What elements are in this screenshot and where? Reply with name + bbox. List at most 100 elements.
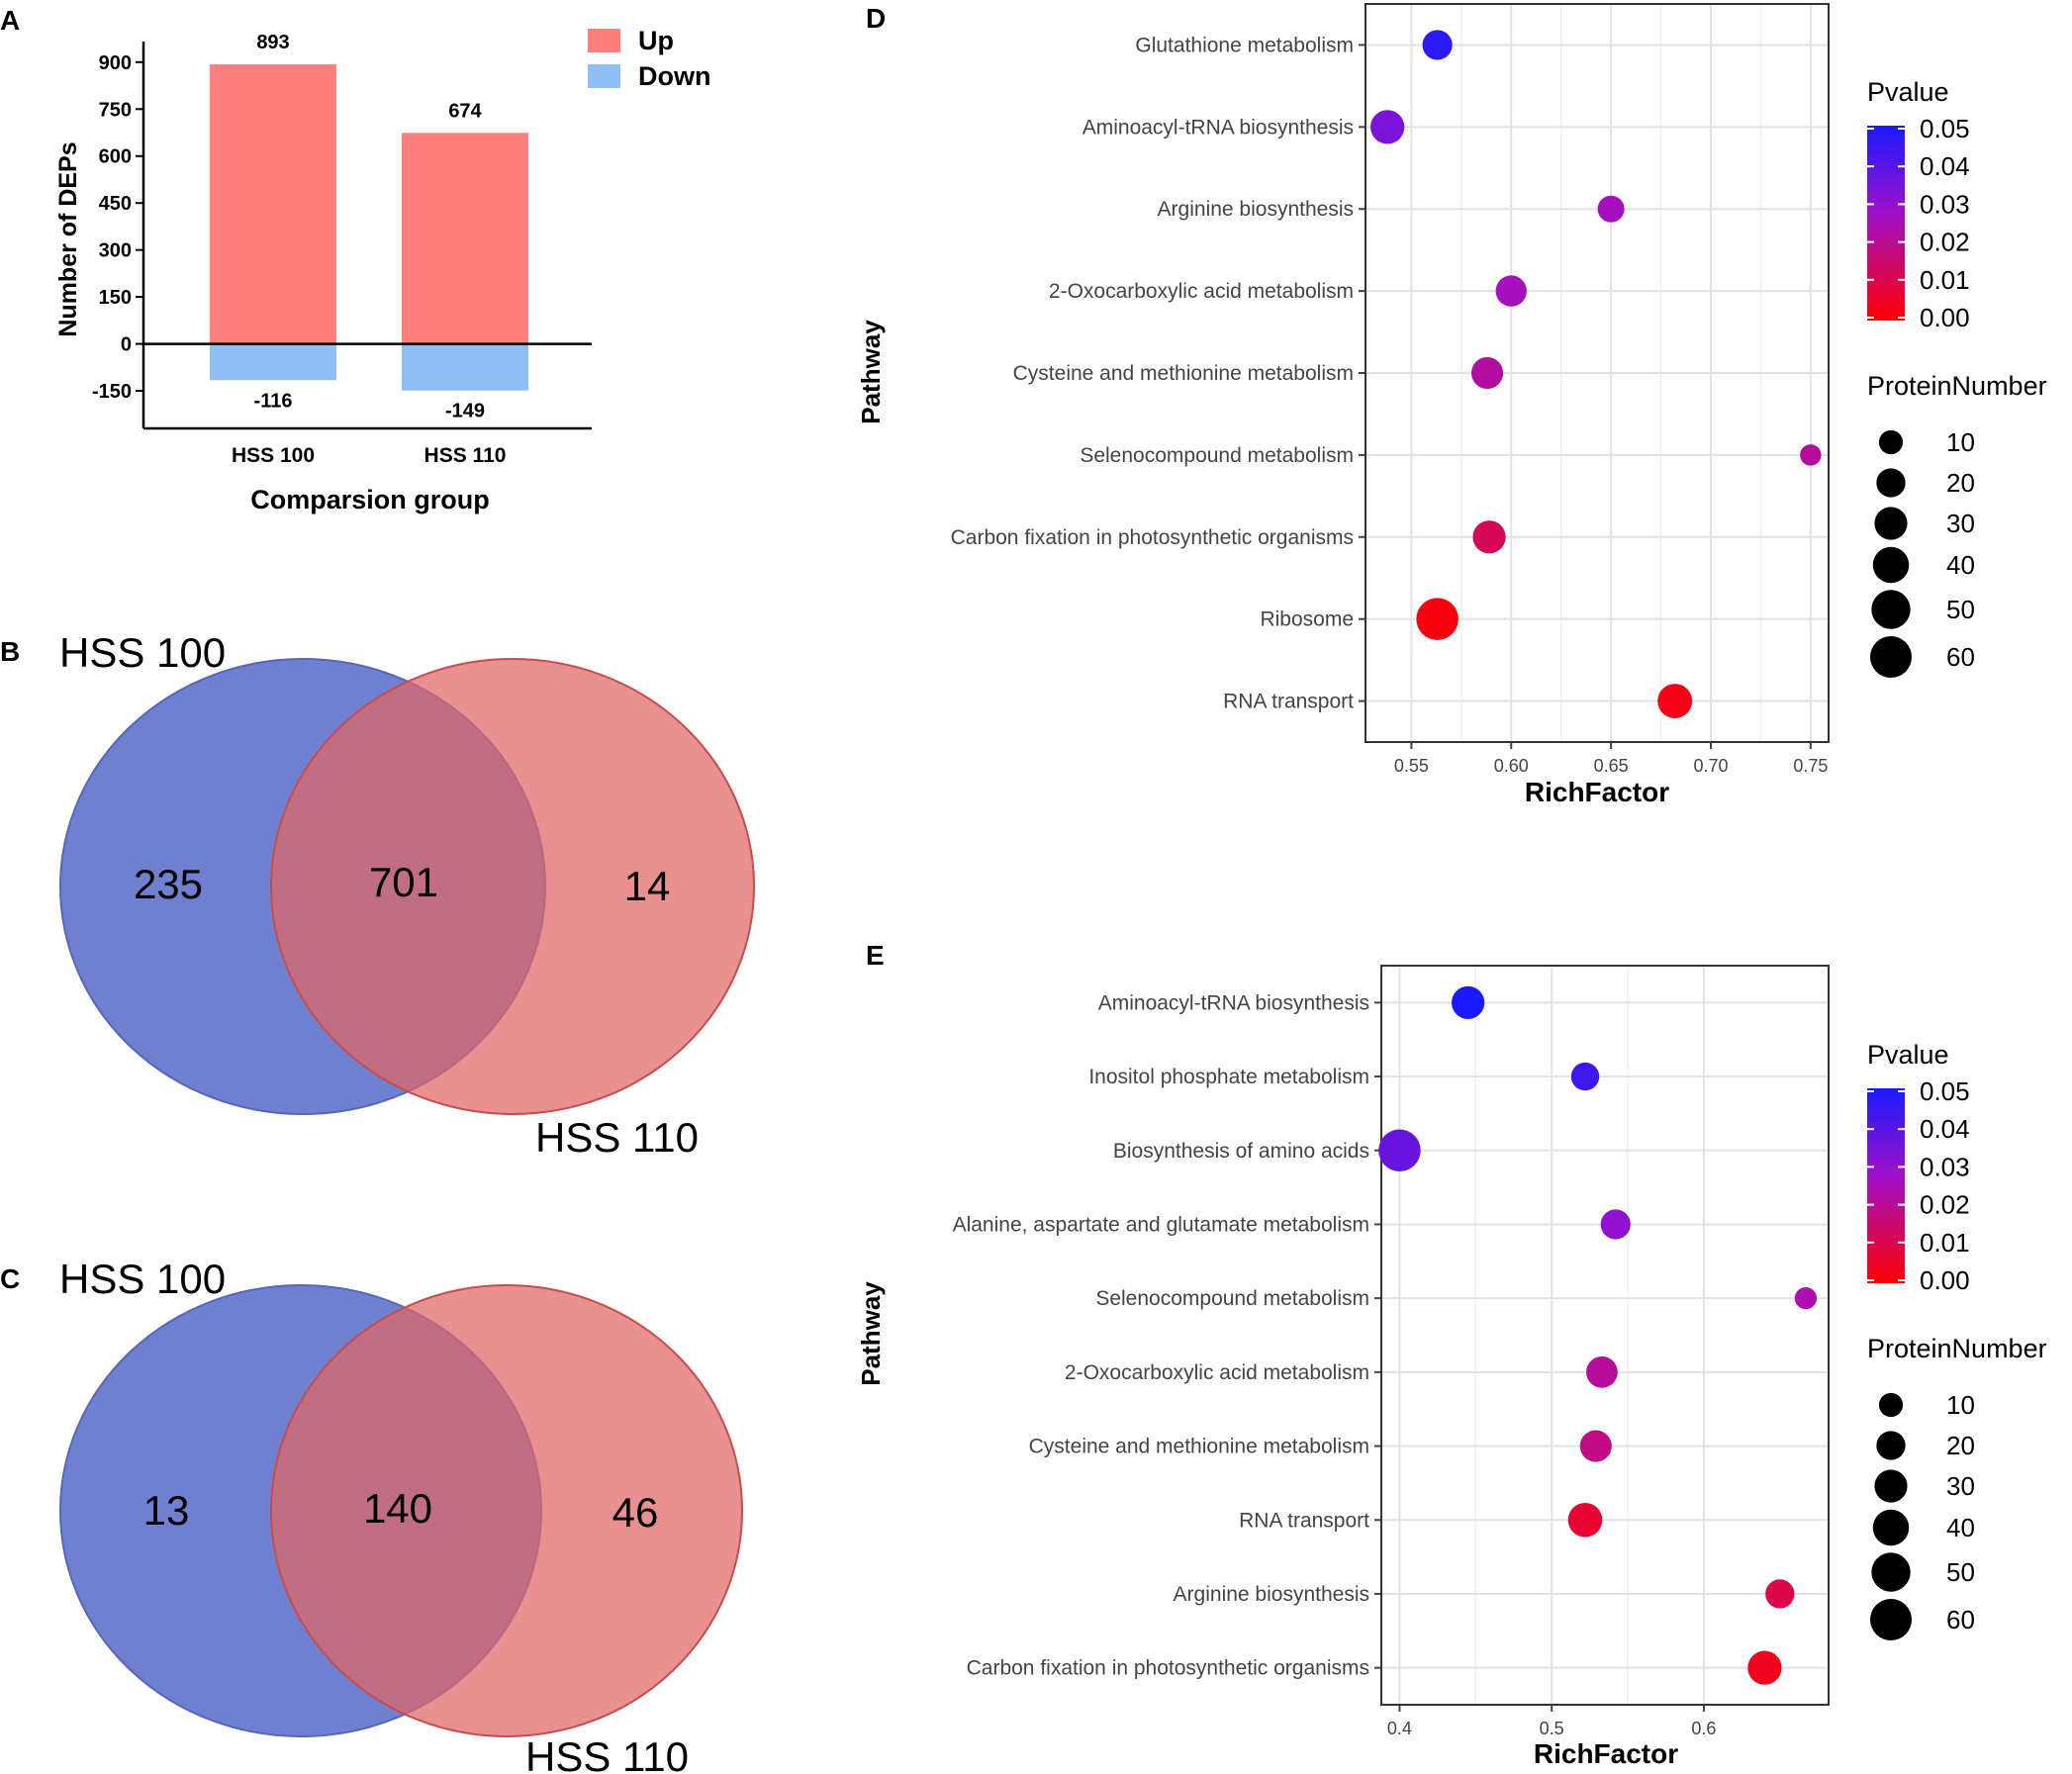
dot-d-point-0 <box>1422 30 1453 60</box>
bar-up-2 <box>402 133 528 344</box>
venn-c-set-hss110: HSS 110 <box>525 1733 689 1774</box>
dot-e-pathway-label-8: Arginine biosynthesis <box>1174 1583 1369 1606</box>
dot-e-pvalue-label-2: 0.03 <box>1920 1152 1970 1181</box>
dot-e-pvalue-colorbar <box>1867 1088 1905 1283</box>
dot-e-point-9 <box>1747 1650 1782 1685</box>
dot-d-pvalue-label-4: 0.01 <box>1920 265 1970 295</box>
bar-up-label-2: 674 <box>448 100 482 122</box>
dot-d-xtick-2: 0.65 <box>1594 756 1629 776</box>
dot-e-point-4 <box>1794 1287 1818 1310</box>
dot-e-plot-border <box>1380 965 1830 1706</box>
dot-d-point-1 <box>1370 110 1405 144</box>
dot-e-size-legend-title: ProteinNumber <box>1867 1334 2047 1363</box>
dot-d-xtick-1: 0.60 <box>1494 756 1529 776</box>
dot-e-size-legend-label-1: 20 <box>1946 1431 1975 1460</box>
dot-d-plot-border <box>1365 3 1830 743</box>
bar-a-ytick-6: 750 <box>99 99 132 121</box>
dot-e-size-legend-label-0: 10 <box>1946 1390 1975 1420</box>
dot-e-point-6 <box>1579 1430 1612 1462</box>
dot-d-pvalue-colorbar <box>1867 126 1905 321</box>
venn-b-circle-hss110 <box>270 658 755 1115</box>
bar-a-ytick-5: 600 <box>99 146 132 168</box>
dot-d-size-legend-dot-2 <box>1874 507 1908 540</box>
dot-plot-e: Pathway RichFactor 0.4 0.5 0.6 Aminoacyl-tR… <box>856 965 2047 1769</box>
dot-e-point-5 <box>1586 1355 1618 1388</box>
dot-d-pvalue-label-0: 0.05 <box>1920 114 1970 143</box>
dot-e-point-0 <box>1452 985 1485 1019</box>
bar-a-legend: Up Down <box>588 26 711 91</box>
dot-d-pathway-label-8: RNA transport <box>1223 691 1354 713</box>
dot-d-point-6 <box>1472 520 1506 554</box>
dot-e-xlabel: RichFactor <box>1534 1738 1678 1769</box>
bar-a-ytick-0: -150 <box>92 381 132 403</box>
dot-d-pvalue-label-1: 0.04 <box>1920 151 1970 181</box>
dot-e-point-1 <box>1570 1062 1600 1091</box>
venn-b-count-right: 14 <box>624 863 671 909</box>
dot-e-pathway-label-6: Cysteine and methionine metabolism <box>1029 1436 1369 1458</box>
bar-a-ylabel: Number of DEPs <box>54 141 82 336</box>
dot-d-pvalue-label-5: 0.00 <box>1920 303 1970 332</box>
legend-swatch-up <box>588 29 620 52</box>
dot-d-size-legend-dot-5 <box>1870 636 1912 678</box>
venn-c-count-left: 13 <box>143 1487 190 1534</box>
dot-d-pathway-label-5: Selenocompound metabolism <box>1080 444 1354 467</box>
dot-e-size-legend-dot-3 <box>1872 1509 1910 1546</box>
dot-d-pathway-label-4: Cysteine and methionine metabolism <box>1013 362 1354 385</box>
dot-d-size-legend-dot-1 <box>1876 468 1906 498</box>
dot-d-point-2 <box>1597 195 1625 223</box>
bar-a-xtick-1: HSS 100 <box>232 444 315 467</box>
bar-a-ytick-7: 900 <box>99 52 132 74</box>
dot-e-ylabel: Pathway <box>856 1281 886 1386</box>
panel-label-a: A <box>0 5 20 36</box>
dot-e-pathway-label-3: Alanine, aspartate and glutamate metabol… <box>953 1213 1369 1236</box>
dot-d-size-legend-dot-3 <box>1872 546 1910 584</box>
dot-d-size-legend-label-2: 30 <box>1946 509 1975 538</box>
dot-d-size-legend-title: ProteinNumber <box>1867 371 2047 401</box>
dot-d-pathway-label-1: Aminoacyl-tRNA biosynthesis <box>1083 116 1354 139</box>
dot-e-size-legend-dot-5 <box>1870 1599 1912 1640</box>
dot-d-xtick-3: 0.70 <box>1693 756 1728 776</box>
dot-e-pvalue-label-5: 0.00 <box>1920 1265 1970 1295</box>
dot-e-pvalue-label-1: 0.04 <box>1920 1114 1970 1144</box>
dot-d-pvalue-label-3: 0.02 <box>1920 228 1970 257</box>
dot-e-pvalue-label-4: 0.01 <box>1920 1228 1970 1258</box>
venn-b-set-hss110: HSS 110 <box>535 1114 699 1161</box>
legend-swatch-down <box>588 64 620 88</box>
venn-c-circle-hss110 <box>270 1284 743 1737</box>
legend-label-up: Up <box>638 26 674 55</box>
dot-d-point-4 <box>1470 356 1504 390</box>
dot-e-pvalue-label-3: 0.02 <box>1920 1190 1970 1220</box>
dot-e-point-3 <box>1600 1209 1631 1240</box>
dot-e-size-legend-label-3: 40 <box>1946 1513 1975 1542</box>
bar-up-1 <box>210 64 336 344</box>
legend-label-down: Down <box>638 61 711 91</box>
dot-d-size-legend-label-0: 10 <box>1946 427 1975 457</box>
venn-c-count-both: 140 <box>363 1485 432 1532</box>
venn-b-count-both: 701 <box>369 859 438 905</box>
dot-d-point-3 <box>1495 275 1527 307</box>
dot-d-size-legend-label-1: 20 <box>1946 468 1975 498</box>
dot-e-size-legend-label-4: 50 <box>1946 1557 1975 1587</box>
dot-e-xtick-0: 0.4 <box>1387 1719 1412 1738</box>
dot-d-size-legend-dot-0 <box>1878 429 1904 455</box>
bar-a-ytick-1: 0 <box>121 334 132 356</box>
dot-d-pvalue-legend-title: Pvalue <box>1867 77 1949 107</box>
venn-b-count-left: 235 <box>134 861 203 907</box>
dot-d-size-legend-dot-4 <box>1871 590 1911 629</box>
dot-d-point-5 <box>1800 444 1822 466</box>
bar-up-label-1: 893 <box>256 32 289 53</box>
dot-d-point-7 <box>1416 598 1459 640</box>
dot-e-xtick-2: 0.6 <box>1691 1719 1716 1738</box>
dot-d-pathway-label-0: Glutathione metabolism <box>1135 34 1354 56</box>
dot-e-pathway-label-0: Aminoacyl-tRNA biosynthesis <box>1098 991 1369 1014</box>
venn-b-set-hss100: HSS 100 <box>59 629 226 676</box>
dot-e-size-legend-dot-0 <box>1878 1392 1904 1418</box>
bar-a-xlabel: Comparsion group <box>250 485 490 514</box>
dot-e-size-legend-dot-4 <box>1871 1552 1911 1592</box>
dot-e-pathway-label-7: RNA transport <box>1239 1509 1369 1532</box>
bar-down-label-1: -116 <box>254 390 293 412</box>
bar-a-ytick-3: 300 <box>99 240 132 262</box>
dot-d-pathway-label-6: Carbon fixation in photosynthetic organi… <box>951 526 1354 549</box>
dot-d-ylabel: Pathway <box>856 320 886 424</box>
